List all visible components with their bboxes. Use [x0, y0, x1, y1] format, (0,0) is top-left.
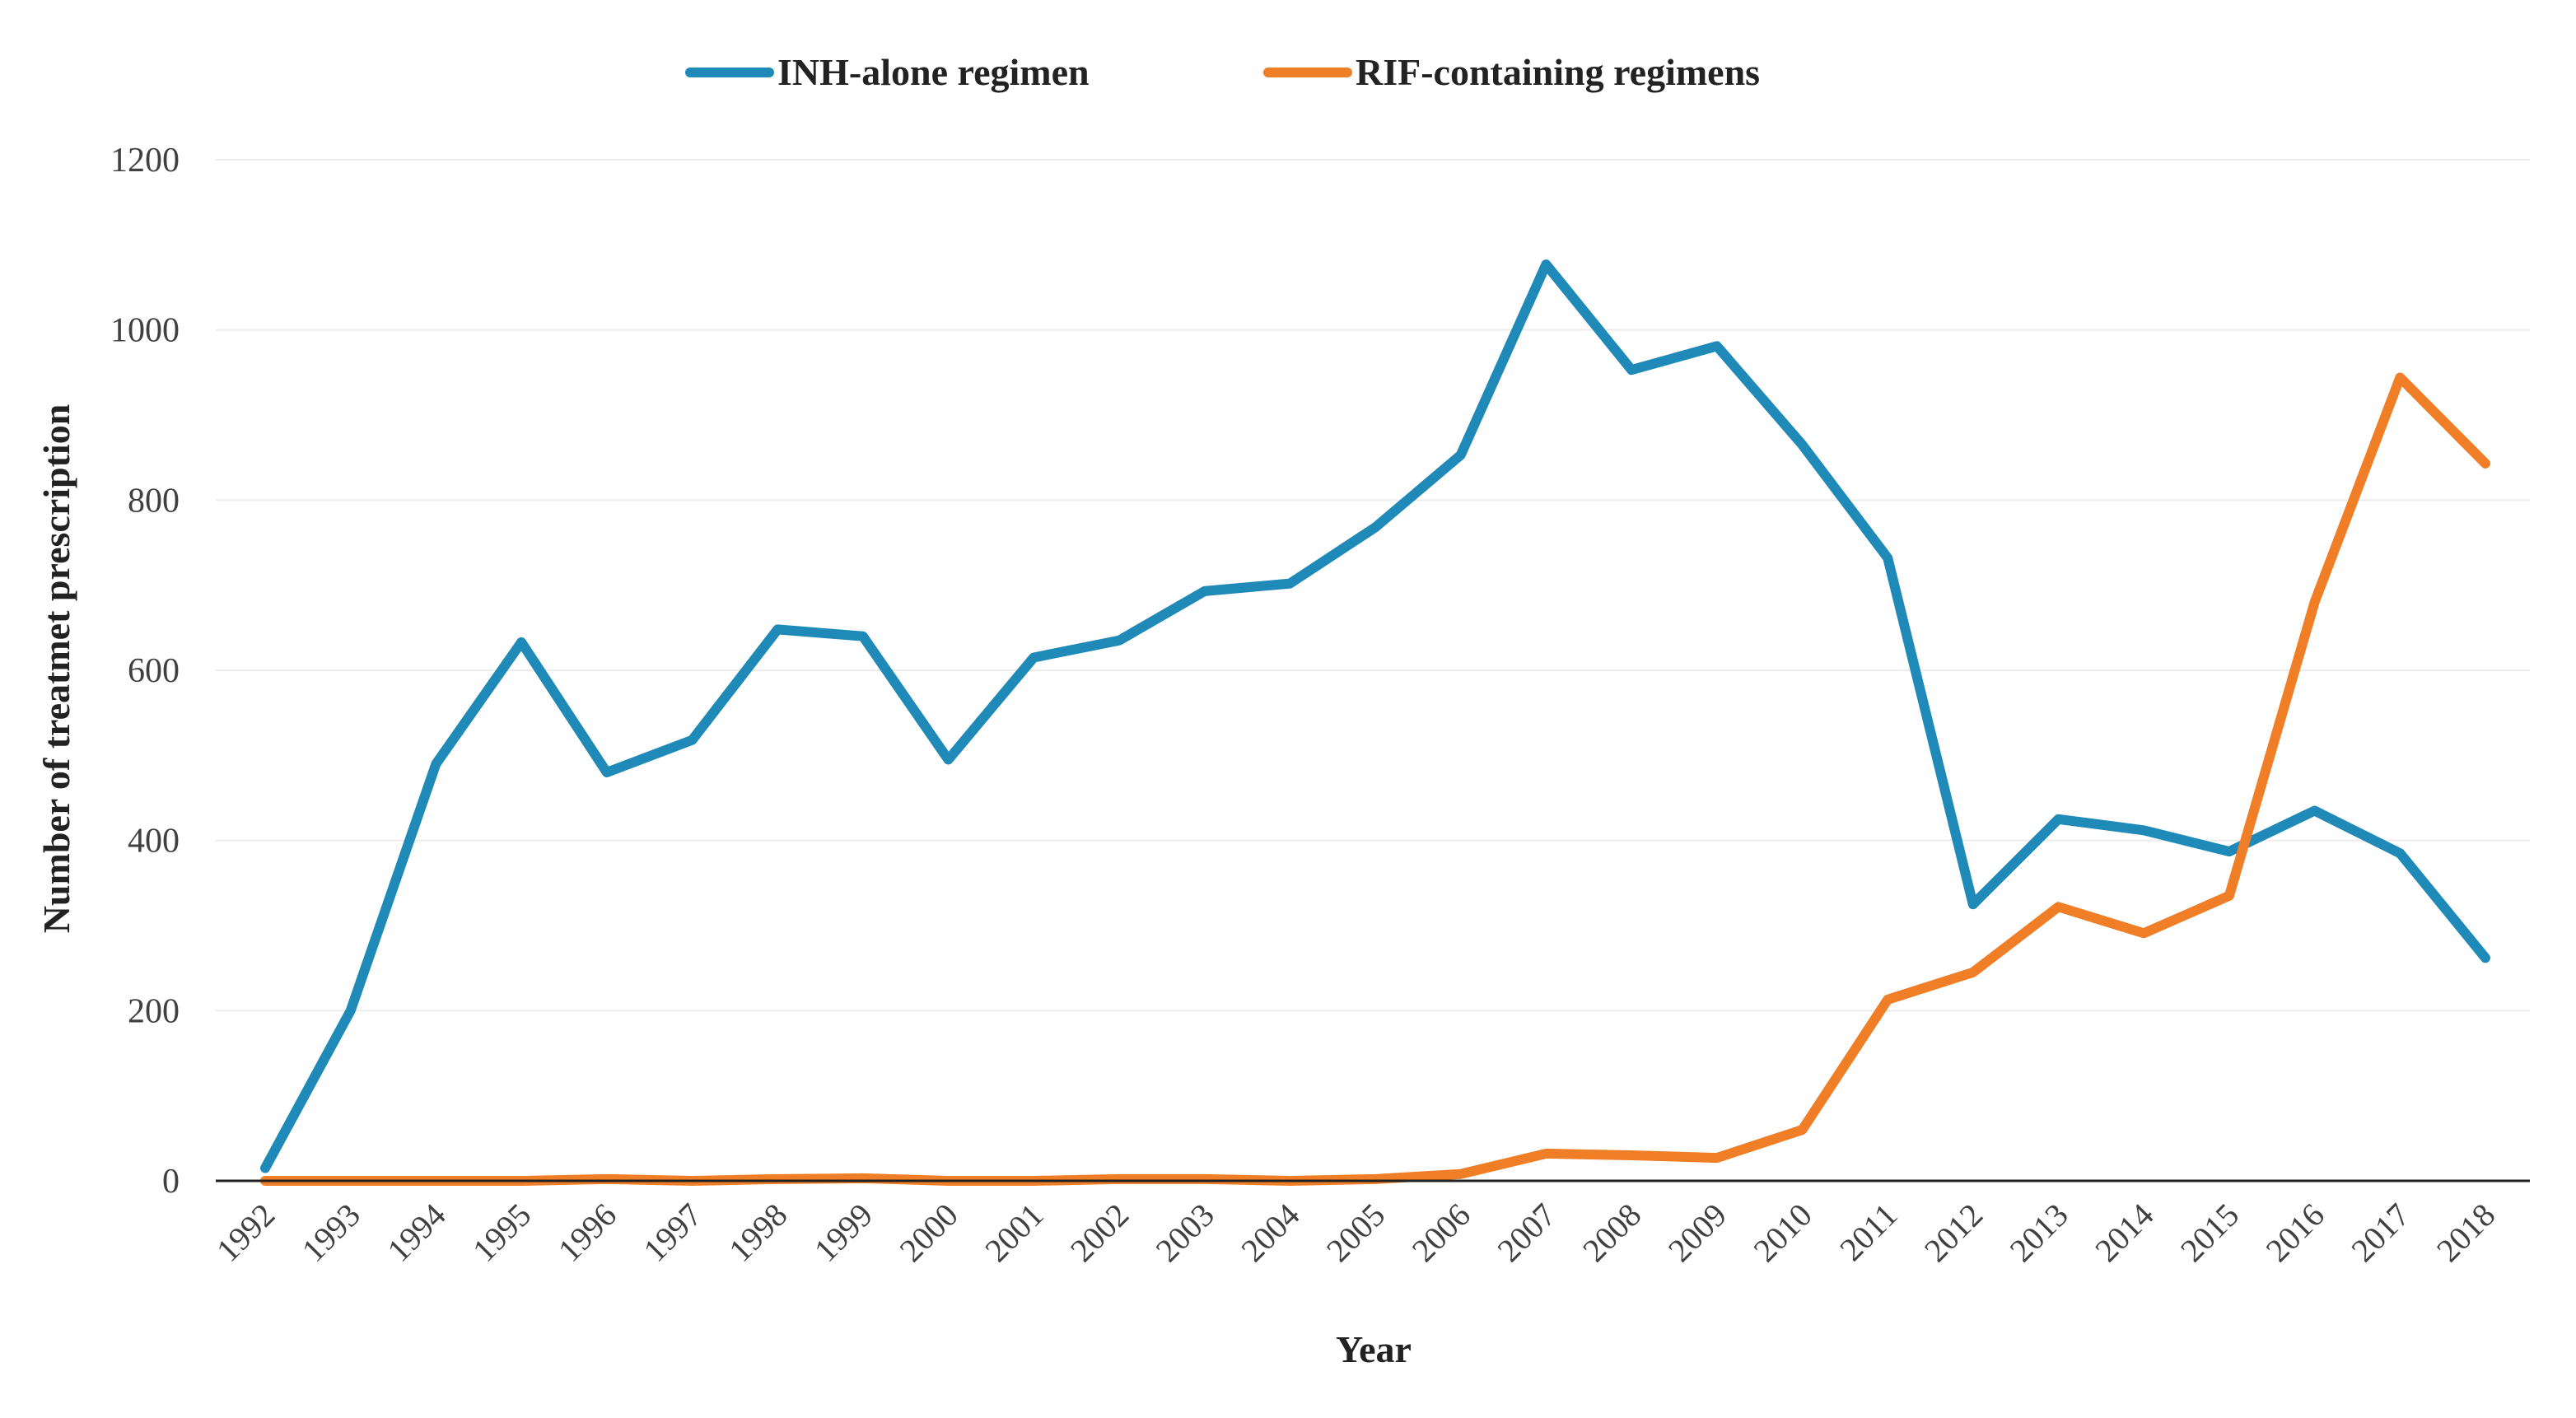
data-point [944, 755, 954, 765]
y-tick-label: 200 [128, 992, 180, 1030]
x-tick-label: 1996 [551, 1196, 623, 1269]
x-tick-label: 1995 [465, 1196, 538, 1269]
y-tick-label: 600 [128, 652, 180, 690]
data-point [1626, 1150, 1636, 1160]
data-point [1456, 1169, 1466, 1179]
x-tick-label: 2015 [2173, 1196, 2246, 1269]
data-point [858, 632, 868, 641]
x-tick-label: 2011 [1832, 1196, 1904, 1268]
data-point [2480, 953, 2490, 963]
data-point [2224, 847, 2234, 856]
x-tick-label: 1993 [295, 1196, 367, 1269]
gridlines [216, 159, 2530, 1012]
x-tick-label: 2006 [1405, 1196, 1477, 1269]
x-tick-label: 2010 [1746, 1196, 1818, 1269]
data-point [1541, 259, 1551, 269]
data-point [2310, 597, 2320, 607]
x-tick-label: 1994 [380, 1196, 452, 1269]
x-tick-label: 2003 [1149, 1196, 1221, 1269]
x-tick-label: 2017 [2344, 1196, 2416, 1269]
series-line-rif-containing [260, 372, 2490, 1186]
data-point [2139, 928, 2149, 938]
x-tick-label: 2005 [1319, 1196, 1392, 1269]
data-point [1712, 1153, 1722, 1163]
data-point [1712, 341, 1722, 351]
y-tick-label: 800 [128, 482, 180, 520]
x-tick-label: 1997 [636, 1196, 708, 1269]
y-tick-label: 0 [162, 1163, 180, 1201]
data-point [1797, 440, 1807, 450]
x-tick-label: 2009 [1661, 1196, 1734, 1269]
data-point [2310, 806, 2320, 816]
y-axis-ticks: 0 200 400 600 800 1000 1200 [110, 142, 180, 1201]
data-point [602, 1174, 612, 1184]
data-point [1968, 968, 1978, 977]
x-tick-label: 2002 [1063, 1196, 1136, 1269]
x-tick-label: 2007 [1490, 1196, 1562, 1269]
data-point [1968, 899, 1978, 909]
data-point [1883, 995, 1892, 1005]
data-point [1626, 365, 1636, 375]
data-point [687, 735, 697, 745]
data-point [1285, 579, 1295, 589]
series-line-inh-alone [260, 259, 2490, 1173]
series-lines [260, 259, 2490, 1186]
x-tick-label: 2001 [978, 1196, 1050, 1269]
x-tick-label: 1992 [209, 1196, 282, 1269]
data-point [1883, 553, 1892, 563]
data-point [1029, 653, 1038, 663]
data-point [1370, 1174, 1380, 1184]
y-tick-label: 1200 [110, 142, 180, 180]
x-tick-label: 1998 [721, 1196, 794, 1269]
x-tick-label: 2000 [893, 1196, 965, 1269]
x-tick-label: 1999 [807, 1196, 880, 1269]
data-point [2054, 814, 2064, 824]
data-point [772, 1174, 782, 1184]
data-point [2395, 848, 2405, 858]
x-tick-label: 2004 [1234, 1196, 1306, 1269]
data-point [260, 1164, 270, 1173]
data-point [1797, 1125, 1807, 1135]
data-point [1200, 586, 1210, 596]
data-point [1114, 636, 1124, 646]
legend-label: RIF-containing regimens [1356, 51, 1760, 93]
data-point [2054, 902, 2064, 912]
y-tick-label: 1000 [110, 312, 180, 350]
data-point [2395, 373, 2405, 383]
data-point [346, 1005, 356, 1015]
data-point [516, 637, 526, 647]
x-axis-title: Year [1336, 1328, 1412, 1370]
x-tick-label: 2016 [2259, 1196, 2331, 1269]
data-point [1370, 522, 1380, 532]
x-tick-label: 2008 [1575, 1196, 1648, 1269]
y-axis-title: Number of treatmet prescription [35, 404, 77, 934]
x-tick-label: 2012 [1917, 1196, 1990, 1269]
data-point [1541, 1149, 1551, 1159]
data-point [602, 767, 612, 777]
x-tick-label: 2018 [2429, 1196, 2502, 1269]
data-point [2224, 891, 2234, 901]
data-point [1114, 1174, 1124, 1184]
x-tick-label: 2013 [2003, 1196, 2075, 1269]
legend-label: INH-alone regimen [777, 51, 1090, 93]
data-point [772, 624, 782, 634]
data-point [2139, 825, 2149, 835]
data-point [1200, 1174, 1210, 1184]
data-point [1456, 450, 1466, 460]
data-point [431, 759, 441, 769]
legend: INH-alone regimen RIF-containing regimens [685, 51, 1760, 93]
x-axis-ticks: 1992 1993 1994 1995 1996 1997 1998 1999 2000 2001… [209, 1196, 2502, 1269]
y-tick-label: 400 [128, 823, 180, 861]
x-tick-label: 2014 [2088, 1196, 2160, 1269]
data-point [2480, 459, 2490, 469]
